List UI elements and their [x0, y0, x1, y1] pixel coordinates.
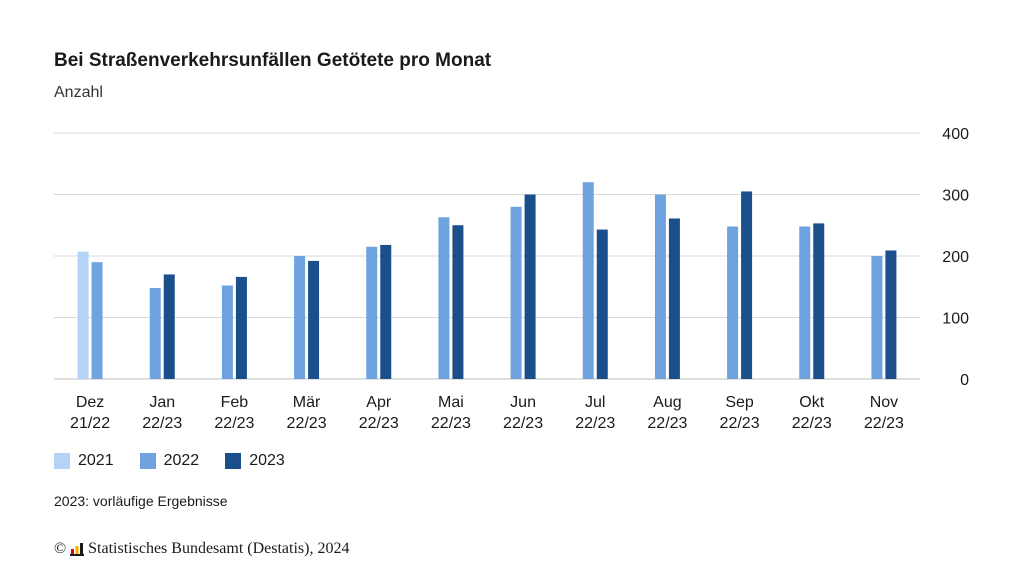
x-tick-label-month: Aug	[653, 394, 681, 411]
legend-swatch-2021	[54, 453, 70, 469]
x-tick-label-month: Mär	[293, 394, 321, 411]
legend-item-2022[interactable]: 2022	[139, 452, 200, 470]
legend-label-2021: 2021	[78, 452, 114, 469]
x-tick-label-month: Nov	[870, 394, 898, 411]
bar-2023-mär	[308, 260, 320, 379]
y-tick-label-200: 200	[942, 249, 969, 266]
y-tick-label-100: 100	[942, 311, 969, 328]
legend-item-2023[interactable]: 2023	[225, 452, 285, 470]
x-tick-label-month: Dez	[76, 394, 104, 411]
y-tick-label-300: 300	[942, 188, 969, 205]
y-tick-label-0: 0	[960, 372, 969, 389]
bar-2023-mai	[452, 225, 464, 379]
x-tick-label-period: 22/23	[647, 415, 687, 432]
bar-2023-apr	[380, 244, 392, 379]
x-tick-label-month: Jul	[585, 394, 605, 411]
x-tick-label-month: Jan	[149, 394, 175, 411]
bar-2022-apr	[366, 246, 378, 379]
bar-2021-dez	[77, 251, 89, 379]
bar-2023-jun	[524, 194, 536, 379]
bar-2023-feb	[235, 276, 247, 379]
x-tick-label-period: 22/23	[431, 415, 471, 432]
x-tick-label-period: 22/23	[142, 415, 182, 432]
bar-2022-jul	[582, 182, 594, 379]
legend-label-2022: 2022	[163, 452, 200, 469]
bar-2022-sep	[727, 226, 739, 379]
bar-2022-dez	[91, 262, 103, 379]
bar-2023-sep	[741, 191, 753, 379]
x-tick-label-period: 22/23	[575, 415, 615, 432]
x-tick-label-month: Sep	[725, 394, 754, 411]
bar-2023-jul	[596, 229, 608, 379]
bar-2022-mär	[294, 256, 306, 379]
legend-item-2021[interactable]: 2021	[54, 452, 114, 470]
x-tick-label-period: 22/23	[792, 415, 832, 432]
x-tick-label-month: Apr	[366, 394, 392, 411]
bar-2023-aug	[668, 218, 680, 379]
y-tick-label-400: 400	[942, 126, 969, 143]
bar-2022-feb	[221, 285, 233, 379]
legend: 2021 2022 2023	[54, 452, 285, 470]
chart-title: Bei Straßenverkehrsunfällen Getötete pro…	[54, 50, 492, 71]
legend-label-2023: 2023	[249, 452, 285, 469]
x-tick-label-period: 22/23	[287, 415, 327, 432]
footnote: 2023: vorläufige Ergebnisse	[54, 493, 228, 509]
copyright-symbol: ©	[54, 540, 67, 557]
x-tick-label-period: 22/23	[864, 415, 904, 432]
bar-2023-okt	[813, 223, 825, 379]
x-tick-label-period: 22/23	[503, 415, 543, 432]
x-tick-label-month: Okt	[799, 394, 824, 411]
x-tick-label-month: Jun	[510, 394, 536, 411]
bar-2022-okt	[799, 226, 811, 379]
source-text: Statistisches Bundesamt (Destatis), 2024	[88, 540, 350, 557]
x-tick-label-month: Feb	[221, 394, 249, 411]
bar-2022-jun	[510, 206, 522, 379]
chart-subtitle: Anzahl	[54, 84, 103, 101]
bar-2022-mai	[438, 217, 450, 379]
x-tick-label-period: 22/23	[720, 415, 760, 432]
legend-swatch-2023	[225, 453, 242, 469]
destatis-logo-icon	[70, 542, 85, 556]
x-tick-label-period: 21/22	[70, 415, 110, 432]
source-credit: © Statistisches Bundesamt (Destatis), 20…	[54, 540, 349, 558]
bar-2022-nov	[871, 256, 883, 379]
x-tick-label-month: Mai	[438, 394, 464, 411]
x-tick-label-period: 22/23	[214, 415, 254, 432]
bar-2023-jan	[163, 274, 175, 379]
x-tick-label-period: 22/23	[359, 415, 399, 432]
legend-swatch-2022	[139, 453, 156, 469]
bar-2022-aug	[654, 194, 666, 379]
bar-2022-jan	[149, 287, 161, 379]
bar-2023-nov	[885, 250, 897, 379]
